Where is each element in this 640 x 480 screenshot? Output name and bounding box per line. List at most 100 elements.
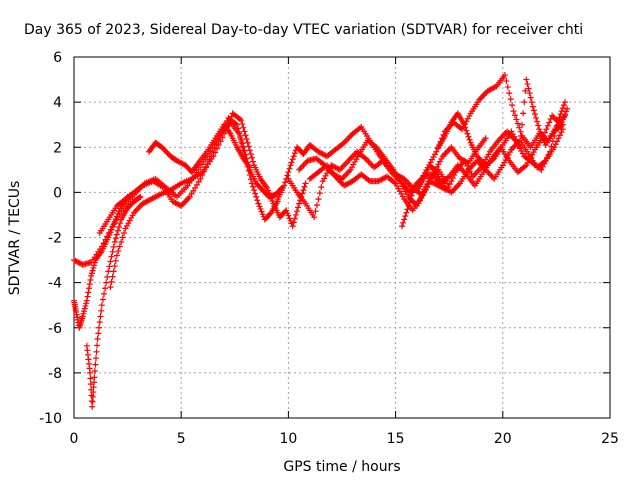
data-point bbox=[246, 147, 253, 154]
data-point bbox=[408, 192, 415, 199]
grid bbox=[74, 57, 610, 418]
data-point bbox=[318, 184, 325, 191]
data-point bbox=[268, 195, 275, 202]
data-point bbox=[110, 268, 117, 275]
data-point bbox=[564, 105, 571, 112]
data-point bbox=[102, 285, 109, 292]
data-point bbox=[531, 111, 538, 118]
data-point bbox=[247, 151, 254, 158]
data-point bbox=[85, 289, 92, 296]
data-point bbox=[250, 158, 257, 165]
data-point bbox=[405, 202, 412, 209]
data-point bbox=[538, 166, 545, 173]
data-point bbox=[208, 153, 215, 160]
data-point bbox=[256, 203, 263, 210]
data-point bbox=[95, 330, 102, 337]
data-point bbox=[286, 165, 293, 172]
data-point bbox=[540, 136, 547, 143]
data-point bbox=[253, 193, 260, 200]
data-point bbox=[96, 319, 103, 326]
data-point bbox=[449, 175, 456, 182]
data-point bbox=[522, 87, 529, 94]
data-point bbox=[242, 132, 249, 139]
data-point bbox=[252, 190, 259, 197]
data-point bbox=[530, 107, 537, 114]
data-point bbox=[511, 112, 518, 119]
data-point bbox=[91, 259, 98, 266]
data-point bbox=[118, 239, 125, 246]
data-point bbox=[281, 182, 288, 189]
data-point bbox=[534, 118, 541, 125]
data-point bbox=[290, 153, 297, 160]
data-point bbox=[536, 126, 543, 133]
data-point bbox=[463, 127, 470, 134]
data-point bbox=[81, 308, 88, 315]
data-point bbox=[291, 215, 298, 222]
data-point bbox=[560, 102, 567, 109]
data-point bbox=[193, 181, 200, 188]
data-point bbox=[108, 226, 115, 233]
data-point bbox=[551, 144, 558, 151]
y-tick-label: 0 bbox=[53, 185, 62, 201]
data-point bbox=[292, 211, 299, 218]
data-point bbox=[109, 273, 116, 280]
y-tick-label: -8 bbox=[48, 366, 62, 382]
data-point bbox=[83, 300, 90, 307]
data-point bbox=[267, 210, 274, 217]
data-point bbox=[112, 257, 119, 264]
data-point bbox=[83, 297, 90, 304]
data-point bbox=[107, 284, 114, 291]
data-point bbox=[509, 102, 516, 109]
data-point bbox=[518, 132, 525, 139]
y-tick-label: -2 bbox=[48, 231, 62, 247]
data-point bbox=[116, 208, 123, 215]
data-point bbox=[461, 121, 468, 128]
data-point bbox=[434, 145, 441, 152]
series-track-f bbox=[146, 121, 253, 176]
data-point bbox=[103, 279, 110, 286]
data-point bbox=[80, 310, 87, 317]
data-point bbox=[248, 154, 255, 161]
series-track-l bbox=[435, 76, 566, 169]
data-point bbox=[86, 285, 93, 292]
data-point bbox=[563, 108, 570, 115]
y-tick-label: -10 bbox=[39, 411, 62, 427]
data-point bbox=[448, 178, 455, 185]
data-point bbox=[520, 110, 527, 117]
data-point bbox=[93, 348, 100, 355]
data-point bbox=[91, 374, 98, 381]
data-point bbox=[88, 272, 95, 279]
data-point bbox=[240, 147, 247, 154]
data-point bbox=[246, 164, 253, 171]
data-point bbox=[258, 208, 265, 215]
data-point bbox=[250, 183, 257, 190]
data-point bbox=[92, 355, 99, 362]
data-point bbox=[524, 81, 531, 88]
data-point bbox=[537, 128, 544, 135]
data-point bbox=[556, 132, 563, 139]
data-point bbox=[108, 278, 115, 285]
data-point bbox=[113, 252, 120, 259]
data-point bbox=[245, 143, 252, 150]
data-point bbox=[525, 85, 532, 92]
data-point bbox=[111, 239, 118, 246]
data-point bbox=[406, 199, 413, 206]
x-tick-label: 15 bbox=[387, 431, 405, 447]
data-point bbox=[241, 128, 248, 135]
data-point bbox=[233, 121, 240, 128]
data-point bbox=[302, 180, 309, 187]
data-point bbox=[251, 187, 258, 194]
data-point bbox=[527, 94, 534, 101]
data-point bbox=[283, 207, 290, 214]
data-point bbox=[237, 134, 244, 141]
data-point bbox=[255, 200, 262, 207]
x-tick-label: 20 bbox=[494, 431, 512, 447]
data-point bbox=[295, 204, 302, 211]
data-point bbox=[96, 324, 103, 331]
y-axis-label: SDTVAR / TECUs bbox=[7, 181, 23, 296]
data-point bbox=[465, 133, 472, 140]
data-point bbox=[211, 145, 218, 152]
series-track-b bbox=[71, 193, 131, 331]
data-point bbox=[539, 134, 546, 141]
data-point bbox=[116, 223, 123, 230]
